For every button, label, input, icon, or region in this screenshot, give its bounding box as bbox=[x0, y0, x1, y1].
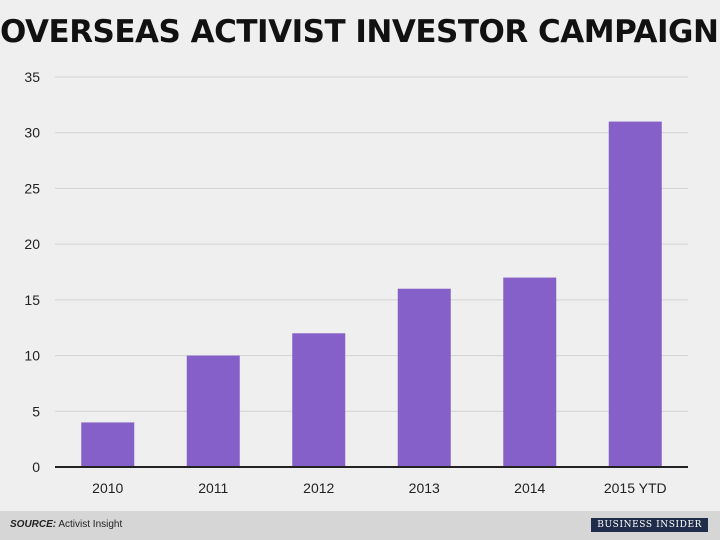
y-tick-label: 5 bbox=[32, 403, 40, 419]
source-note: SOURCE: Activist Insight bbox=[10, 519, 122, 530]
x-tick-label: 2015 YTD bbox=[604, 480, 667, 496]
y-tick-label: 0 bbox=[32, 459, 40, 475]
bar-2010 bbox=[81, 422, 135, 467]
y-tick-label: 30 bbox=[24, 125, 40, 141]
y-tick-label: 15 bbox=[24, 292, 40, 308]
source-value: Activist Insight bbox=[58, 519, 123, 530]
bar-2011 bbox=[186, 355, 240, 467]
bar-2014 bbox=[503, 277, 557, 467]
bar-chart: 0 5 10 15 20 25 30 35 2010 2011 2012 2013 2014 2015 … bbox=[24, 69, 688, 496]
y-tick-label: 25 bbox=[24, 180, 40, 196]
y-tick-label: 20 bbox=[24, 236, 40, 252]
brand-logo: BUSINESS INSIDER bbox=[591, 518, 708, 532]
bar-2012 bbox=[292, 333, 346, 467]
chart-title: OVERSEAS ACTIVIST INVESTOR CAMPAIGNS bbox=[0, 14, 720, 50]
x-tick-label: 2010 bbox=[92, 480, 123, 496]
x-tick-label: 2013 bbox=[409, 480, 440, 496]
gridlines bbox=[55, 76, 688, 412]
y-tick-label: 35 bbox=[24, 69, 40, 85]
bars bbox=[81, 121, 662, 468]
source-label: SOURCE: bbox=[10, 519, 57, 530]
bar-2013 bbox=[397, 288, 451, 467]
x-tick-label: 2014 bbox=[514, 480, 545, 496]
x-tick-label: 2012 bbox=[303, 480, 334, 496]
x-tick-label: 2011 bbox=[198, 480, 228, 496]
x-tick-labels: 2010 2011 2012 2013 2014 2015 YTD bbox=[92, 480, 666, 496]
y-tick-label: 10 bbox=[24, 348, 40, 364]
footer: SOURCE: Activist Insight BUSINESS INSIDE… bbox=[0, 511, 720, 540]
bar-2015-ytd bbox=[608, 121, 662, 468]
y-tick-labels: 0 5 10 15 20 25 30 35 bbox=[24, 69, 40, 475]
